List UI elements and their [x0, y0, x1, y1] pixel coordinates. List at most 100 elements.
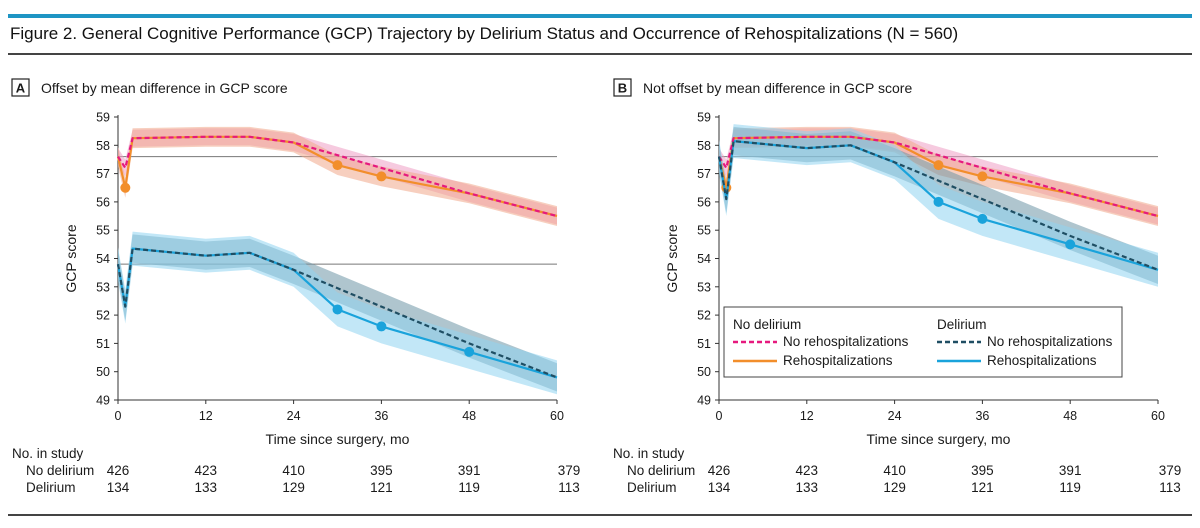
panel-b-at-risk-value: 395 [971, 463, 994, 478]
panel-a-series-marker-3 [464, 346, 475, 357]
legend-box [723, 306, 1123, 378]
panel-b-at-risk-value: 113 [1159, 480, 1181, 495]
panel-a-at-risk-label: No delirium [26, 463, 94, 478]
panel-a-y-tick-label: 50 [96, 365, 110, 379]
panel-b-y-tick-label: 53 [697, 280, 711, 294]
panel-b-at-risk-value: 379 [1159, 463, 1182, 478]
panel-b-y-tick-label: 59 [697, 111, 711, 125]
panel-a-at-risk-value: 119 [458, 480, 480, 495]
panel-a-y-tick-label: 49 [96, 394, 110, 408]
panel-a-y-tick-label: 59 [96, 111, 110, 125]
panel-a-series-marker-3 [332, 304, 343, 315]
panel-a-series-marker-3 [376, 321, 387, 332]
panel-a-at-risk-header: No. in study [12, 446, 84, 461]
panel-b-x-axis-label: Time since surgery, mo [867, 431, 1011, 447]
panel-a-y-tick-label: 53 [96, 280, 110, 294]
panel-a-at-risk-value: 129 [282, 480, 305, 495]
panel-b-y-axis-label: GCP score [664, 224, 680, 292]
panel-b-letter-box [613, 78, 632, 97]
panel-b-title: Not offset by mean difference in GCP sco… [643, 80, 912, 96]
panel-a-y-axis-label: GCP score [63, 224, 79, 292]
panel-b-x-tick-label: 48 [1063, 409, 1077, 423]
panel-b-y-tick-label: 57 [697, 167, 711, 181]
panel-a-y-tick-label: 55 [96, 224, 110, 238]
panel-a-at-risk-value: 426 [107, 463, 130, 478]
panel-b-at-risk-value: 391 [1059, 463, 1082, 478]
panel-a-y-tick-label: 52 [96, 309, 110, 323]
panel-a-series-marker-1 [332, 160, 343, 171]
legend-label-3: Rehospitalizations [987, 353, 1097, 368]
panel-b-at-risk-label: Delirium [627, 480, 677, 495]
panel-a-at-risk-value: 391 [458, 463, 481, 478]
panel-b-at-risk-label: No delirium [627, 463, 695, 478]
legend-label-2: No rehospitalizations [987, 334, 1113, 349]
panel-b-at-risk-value: 134 [708, 480, 731, 495]
panel-b-y-tick-label: 49 [697, 394, 711, 408]
legend-label-1: Rehospitalizations [783, 353, 893, 368]
panel-b-x-tick-label: 60 [1151, 409, 1165, 423]
panel-b-series-line-2 [717, 140, 1159, 271]
panel-a-y-tick-label: 56 [96, 195, 110, 209]
panel-a-at-risk-value: 410 [282, 463, 305, 478]
panel-b-y-tick-label: 51 [697, 337, 711, 351]
panel-a-x-tick-label: 12 [199, 409, 213, 423]
panel-b-y-tick-label: 52 [697, 309, 711, 323]
panel-b-at-risk-value: 133 [796, 480, 819, 495]
panel-a-y-tick-label: 54 [96, 252, 110, 266]
panel-a-series-marker-1 [120, 182, 131, 193]
panel-a-series-line-1 [116, 135, 558, 218]
panel-a-y-tick-label: 57 [96, 167, 110, 181]
top-rule [8, 14, 1192, 18]
panel-a-x-axis-label: Time since surgery, mo [266, 431, 410, 447]
legend-label-0: No rehospitalizations [783, 334, 909, 349]
panel-b-at-risk-header: No. in study [613, 446, 685, 461]
panel-a-at-risk-label: Delirium [26, 480, 76, 495]
panel-a-series-line-0 [117, 135, 558, 218]
panel-a-y-tick-label: 58 [96, 139, 110, 153]
panel-a-y-tick-label: 51 [96, 337, 110, 351]
panel-b-at-risk-value: 121 [971, 480, 994, 495]
panel-a-x-tick-label: 24 [287, 409, 301, 423]
panel-b-series-marker-3 [1065, 239, 1076, 250]
panel-b-y-tick-label: 50 [697, 365, 711, 379]
legend-group-delirium: Delirium [937, 317, 987, 332]
panel-b-y-tick-label: 54 [697, 252, 711, 266]
panel-b-at-risk-value: 423 [796, 463, 819, 478]
panel-b-at-risk-value: 129 [883, 480, 906, 495]
panel-b-x-tick-label: 24 [888, 409, 902, 423]
panel-a-x-tick-label: 36 [374, 409, 388, 423]
panel-b-x-tick-label: 12 [800, 409, 814, 423]
panel-a-x-tick-label: 0 [115, 409, 122, 423]
panel-b-series-marker-3 [933, 196, 944, 207]
panel-b-letter: B [618, 81, 627, 96]
panel-a-band-1 [118, 126, 557, 226]
panel-b-at-risk-value: 426 [708, 463, 731, 478]
panel-b-y-tick-label: 58 [697, 139, 711, 153]
title-rule [8, 53, 1192, 55]
panel-a-at-risk-value: 121 [370, 480, 393, 495]
panel-b-x-tick-label: 36 [975, 409, 989, 423]
panel-b-series-line-0 [718, 135, 1159, 218]
panel-b-series-marker-1 [933, 160, 944, 171]
panel-b-y-tick-label: 56 [697, 195, 711, 209]
panel-a-at-risk-value: 395 [370, 463, 393, 478]
panel-a-at-risk-value: 113 [558, 480, 580, 495]
panel-a-series-line-2 [116, 247, 558, 379]
panel-b-at-risk-value: 119 [1059, 480, 1081, 495]
legend-group-no-delirium: No delirium [733, 317, 801, 332]
panel-a-title: Offset by mean difference in GCP score [41, 80, 288, 96]
panel-a-at-risk-value: 379 [558, 463, 581, 478]
panel-b-x-tick-label: 0 [716, 409, 723, 423]
panel-a-x-tick-label: 48 [462, 409, 476, 423]
panel-a-at-risk-value: 133 [195, 480, 218, 495]
figure-title: Figure 2. General Cognitive Performance … [10, 24, 959, 43]
panel-a-letter: A [16, 81, 26, 96]
panel-a-x-tick-label: 60 [550, 409, 564, 423]
panel-a-series-marker-1 [376, 171, 387, 182]
panel-b-series-marker-1 [977, 171, 988, 182]
panel-a-letter-box [11, 78, 30, 97]
panel-b-at-risk-value: 410 [883, 463, 906, 478]
panel-a-at-risk-value: 423 [195, 463, 218, 478]
panel-a-at-risk-value: 134 [107, 480, 130, 495]
